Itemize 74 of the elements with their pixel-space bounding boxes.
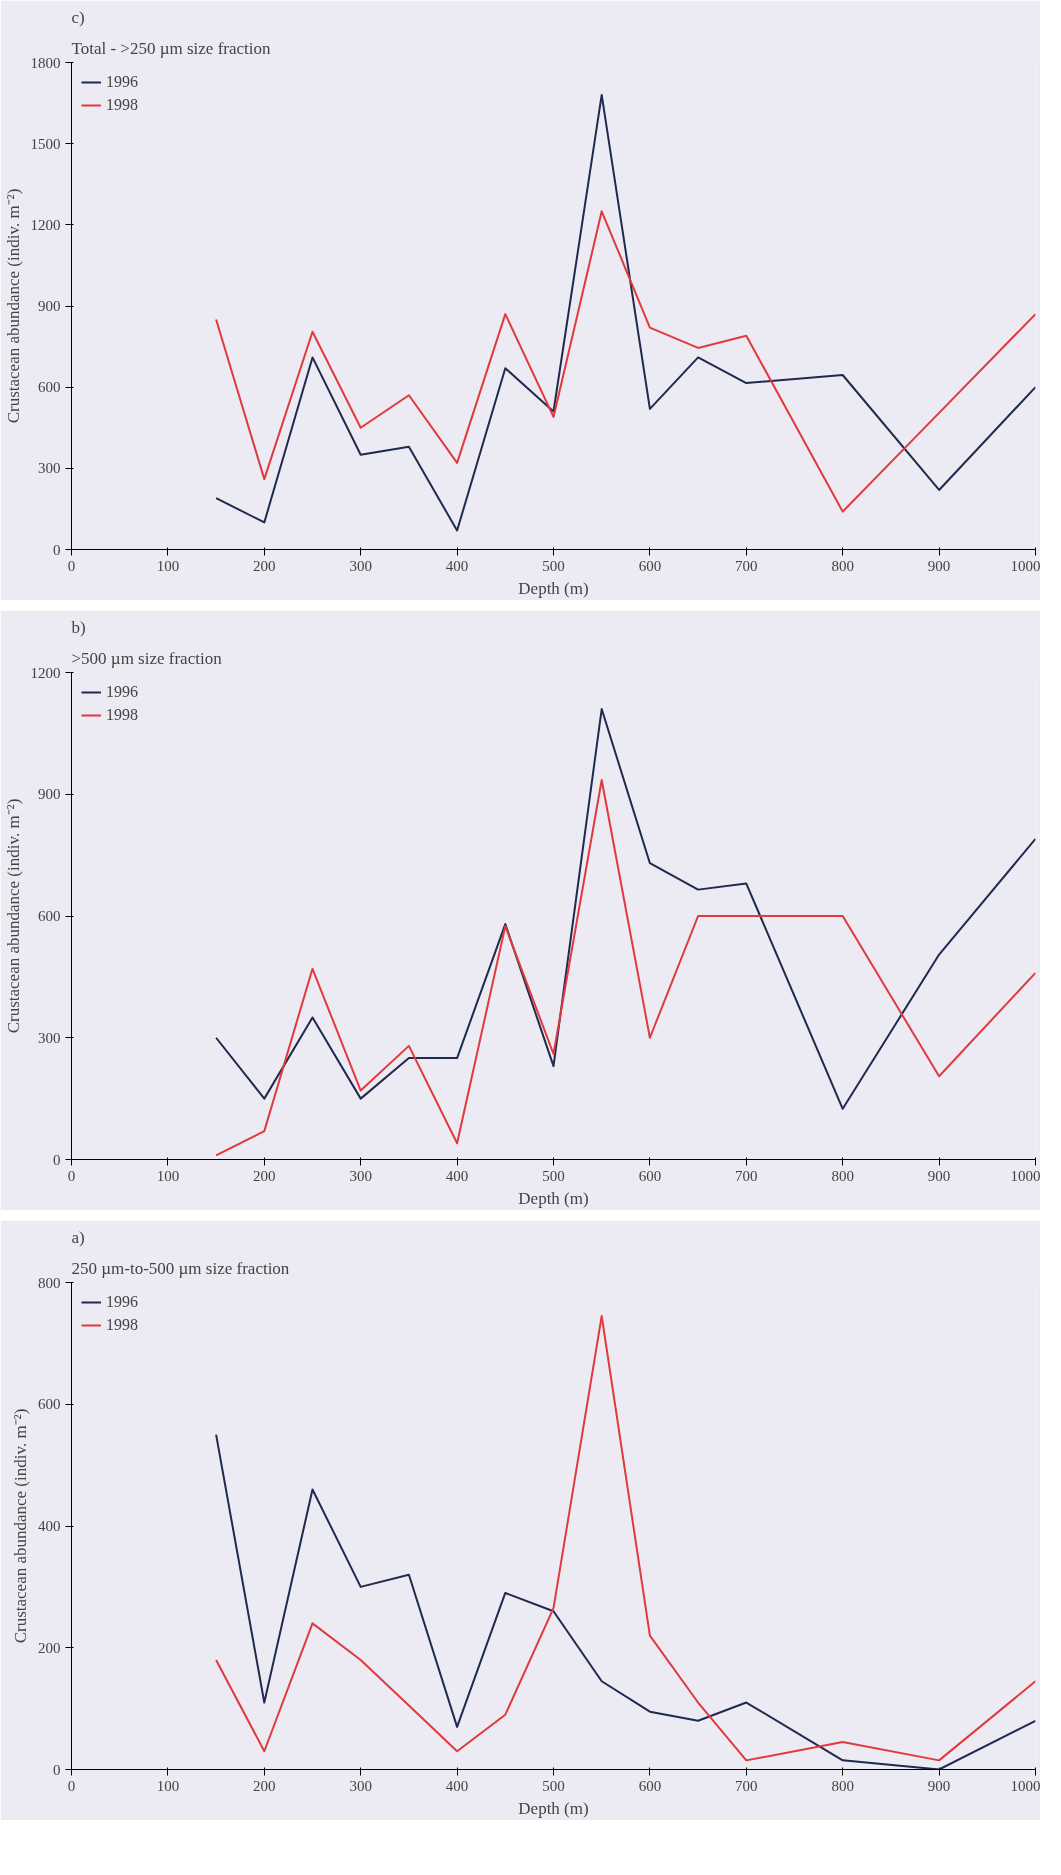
x-tick-label: 600: [638, 557, 662, 574]
x-tick-label: 0: [67, 1167, 76, 1184]
line-series: [215, 1433, 1036, 1770]
line-series: [215, 1314, 1036, 1762]
x-tick-label: 500: [542, 1777, 565, 1794]
x-tick-label: 100: [156, 1167, 180, 1184]
legend-label: 1996: [106, 1293, 138, 1311]
x-tick-label: 1000: [1010, 557, 1041, 574]
x-tick-label: 1000: [1010, 1777, 1041, 1794]
y-axis-title: Crustacean abundance (indiv. m⁻²): [3, 798, 23, 1034]
y-tick-label: 0: [53, 541, 61, 558]
x-tick-label: 600: [638, 1777, 662, 1794]
x-tick-label: 700: [735, 1167, 758, 1184]
x-tick-label: 400: [445, 1167, 469, 1184]
y-tick-label: 900: [38, 298, 61, 314]
text: >500 µm size fraction: [71, 648, 223, 668]
y-axis-title: Crustacean abundance (indiv. m⁻²): [3, 188, 23, 424]
x-axis-title: Depth (m): [518, 1798, 589, 1818]
x-tick-label: 200: [253, 1777, 276, 1794]
y-tick-label: 1200: [30, 664, 61, 681]
x-axis-title: Depth (m): [518, 578, 589, 598]
y-tick-label: 300: [38, 460, 61, 477]
text: a): [71, 1227, 85, 1247]
y-tick-label: 600: [38, 1396, 61, 1413]
line-series: [215, 93, 1036, 532]
x-tick-label: 100: [156, 557, 180, 574]
x-tick-label: 200: [253, 1167, 276, 1184]
x-tick-label: 700: [735, 557, 758, 574]
x-tick-label: 700: [735, 1777, 758, 1794]
y-tick-label: 200: [38, 1639, 61, 1656]
x-tick-label: 100: [156, 1777, 180, 1794]
x-tick-label: 500: [542, 1167, 565, 1184]
x-tick-label: 0: [67, 557, 76, 574]
line-series: [215, 708, 1036, 1110]
legend-label: 1996: [106, 73, 138, 91]
y-tick-label: 1800: [30, 54, 61, 71]
x-tick-label: 900: [927, 1167, 951, 1184]
text: 250 µm-to-500 µm size fraction: [71, 1258, 290, 1278]
text: c): [71, 7, 85, 27]
y-tick-label: 600: [38, 379, 61, 396]
x-tick-label: 900: [927, 1777, 951, 1794]
x-tick-label: 500: [542, 557, 565, 574]
legend-label: 1998: [106, 1316, 138, 1334]
y-axis-title: Crustacean abundance (indiv. m⁻²): [11, 1408, 30, 1644]
x-tick-label: 400: [445, 557, 469, 574]
x-tick-label: 400: [445, 1777, 469, 1794]
y-tick-label: 900: [38, 786, 61, 803]
y-tick-label: 1200: [30, 216, 61, 233]
x-tick-label: 600: [638, 1167, 662, 1184]
x-tick-label: 0: [67, 1777, 76, 1794]
y-tick-label: 600: [38, 908, 61, 924]
line-series: [215, 779, 1036, 1157]
y-tick-label: 400: [38, 1518, 61, 1534]
y-tick-label: 300: [38, 1029, 61, 1046]
y-tick-label: 0: [53, 1151, 61, 1168]
x-tick-label: 200: [253, 557, 276, 574]
y-tick-label: 800: [38, 1274, 61, 1291]
x-tick-label: 300: [349, 557, 372, 574]
text: Total - >250 µm size fraction: [71, 38, 271, 58]
x-tick-label: 900: [927, 557, 951, 574]
legend-label: 1998: [106, 96, 138, 114]
x-tick-label: 800: [831, 557, 854, 574]
x-tick-label: 300: [349, 1167, 372, 1184]
legend-label: 1996: [106, 683, 138, 701]
line-series: [215, 210, 1036, 513]
x-tick-label: 1000: [1010, 1167, 1041, 1184]
legend-label: 1998: [106, 706, 138, 724]
y-tick-label: 0: [53, 1761, 61, 1778]
y-tick-label: 1500: [30, 135, 61, 152]
text: b): [71, 617, 86, 637]
x-tick-label: 300: [349, 1777, 372, 1794]
x-axis-title: Depth (m): [518, 1188, 589, 1208]
x-tick-label: 800: [831, 1167, 854, 1184]
x-tick-label: 800: [831, 1777, 854, 1794]
